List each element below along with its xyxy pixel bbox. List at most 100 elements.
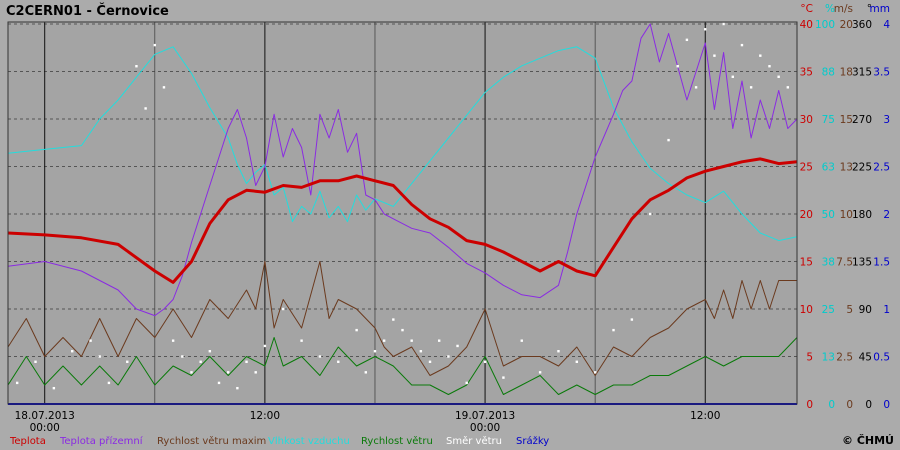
wind-direction-point (254, 371, 257, 374)
chart-title: C2CERN01 - Černovice (6, 3, 169, 19)
y-tick-label: 10 (840, 209, 853, 221)
wind-direction-point (502, 376, 505, 379)
series-line-rychlost-v-tru (7, 337, 798, 395)
wind-direction-point (126, 360, 129, 363)
y-tick-label: 135 (852, 257, 872, 269)
plot-area (8, 22, 797, 404)
y-tick-label: 88 (822, 67, 835, 79)
legend-item: Směr větru (446, 435, 502, 447)
y-tick-label: 63 (822, 162, 835, 174)
wind-direction-point (557, 350, 560, 353)
wind-direction-point (704, 28, 707, 31)
copyright-label: © ČHMÚ (842, 434, 894, 447)
wind-direction-point (612, 328, 615, 332)
y-tick-label: 38 (822, 257, 835, 269)
y-tick-label: 15 (840, 114, 853, 126)
y-axis-unit: °C (800, 3, 813, 15)
y-tick-label: 18 (840, 67, 853, 79)
series-line-vlhkost-vzduchu (7, 46, 798, 242)
series-line-rychlost-v-tru-maxim (7, 261, 797, 376)
y-tick-label: 25 (822, 304, 835, 316)
wind-direction-point (171, 339, 175, 342)
y-tick-label: 4 (883, 19, 890, 31)
y-tick-label: 0 (806, 399, 813, 411)
y-tick-label: 2 (883, 209, 890, 221)
y-tick-label: 0 (846, 399, 853, 411)
wind-direction-point (52, 386, 56, 390)
wind-direction-point (217, 381, 221, 385)
wind-direction-point (768, 65, 771, 68)
y-axes: °C0510152025303540%013253850637588100m/s… (800, 3, 891, 411)
x-tick-label: 00:00 (470, 422, 500, 434)
wind-direction-point (263, 344, 267, 348)
y-tick-label: 360 (852, 19, 872, 31)
y-tick-label: 3.5 (873, 67, 890, 79)
wind-direction-point (759, 54, 762, 57)
wind-direction-point (71, 350, 74, 353)
wind-direction-point (694, 86, 698, 89)
wind-direction-point (364, 371, 368, 374)
series-line-teplota-p-zemn- (7, 23, 798, 317)
y-tick-label: 100 (815, 19, 835, 31)
wind-direction-point (15, 381, 19, 385)
wind-direction-point (777, 75, 780, 78)
y-tick-label: 225 (852, 162, 872, 174)
y-tick-label: 0 (883, 399, 890, 411)
wind-direction-point (245, 360, 248, 363)
wind-direction-point (181, 355, 184, 358)
legend-item: Rychlost větru maxim (157, 435, 266, 447)
y-tick-label: 2.5 (873, 162, 890, 174)
wind-direction-point (392, 318, 395, 321)
wind-direction-point (107, 381, 111, 385)
wind-direction-point (153, 43, 156, 47)
y-tick-label: 50 (822, 209, 835, 221)
wind-direction-point (630, 318, 634, 321)
wind-direction-point (89, 339, 92, 342)
legend-item: Vlhkost vzduchu (268, 436, 350, 447)
wind-direction-point (226, 371, 230, 374)
wind-direction-point (382, 339, 386, 342)
wind-direction-point (447, 355, 450, 358)
wind-direction-point (685, 38, 689, 42)
y-tick-label: 30 (800, 114, 813, 126)
wind-direction-point (786, 86, 790, 89)
wind-direction-points (15, 22, 790, 390)
wind-direction-point (731, 75, 734, 78)
legend-item: Teplota přízemní (59, 435, 144, 447)
wind-direction-point (667, 138, 670, 142)
grid (8, 22, 797, 404)
wind-direction-point (419, 350, 423, 353)
wind-direction-point (593, 371, 597, 374)
y-axis-unit: mm (870, 3, 890, 15)
wind-direction-point (465, 381, 468, 385)
y-tick-label: 7.5 (836, 257, 853, 269)
wind-direction-point (483, 360, 487, 363)
legend: Teplota Teplota přízemní Rychlost větru ma… (9, 435, 549, 447)
y-tick-label: 10 (800, 304, 813, 316)
x-tick-label: 12:00 (690, 410, 720, 422)
y-tick-label: 0.5 (873, 352, 890, 364)
wind-direction-point (208, 350, 212, 353)
x-tick-label: 12:00 (250, 410, 280, 422)
y-tick-label: 75 (822, 114, 835, 126)
wind-direction-point (34, 360, 37, 363)
wind-direction-point (428, 360, 432, 363)
y-tick-label: 35 (800, 67, 813, 79)
y-axis-unit: % (825, 3, 835, 15)
legend-item: Srážky (516, 435, 549, 447)
legend-item: Teplota (9, 436, 46, 447)
y-tick-label: 180 (852, 209, 872, 221)
y-tick-label: 1 (883, 304, 890, 316)
y-tick-label: 20 (800, 209, 813, 221)
wind-direction-point (722, 22, 725, 26)
y-tick-label: 5 (806, 352, 813, 364)
y-tick-label: 0 (828, 399, 835, 411)
wind-direction-point (401, 328, 404, 332)
wind-direction-point (282, 307, 285, 311)
y-tick-label: 2.5 (836, 352, 853, 364)
wind-direction-point (98, 355, 101, 358)
wind-direction-point (538, 371, 542, 374)
wind-direction-point (355, 328, 358, 332)
y-tick-label: 0 (865, 399, 872, 411)
